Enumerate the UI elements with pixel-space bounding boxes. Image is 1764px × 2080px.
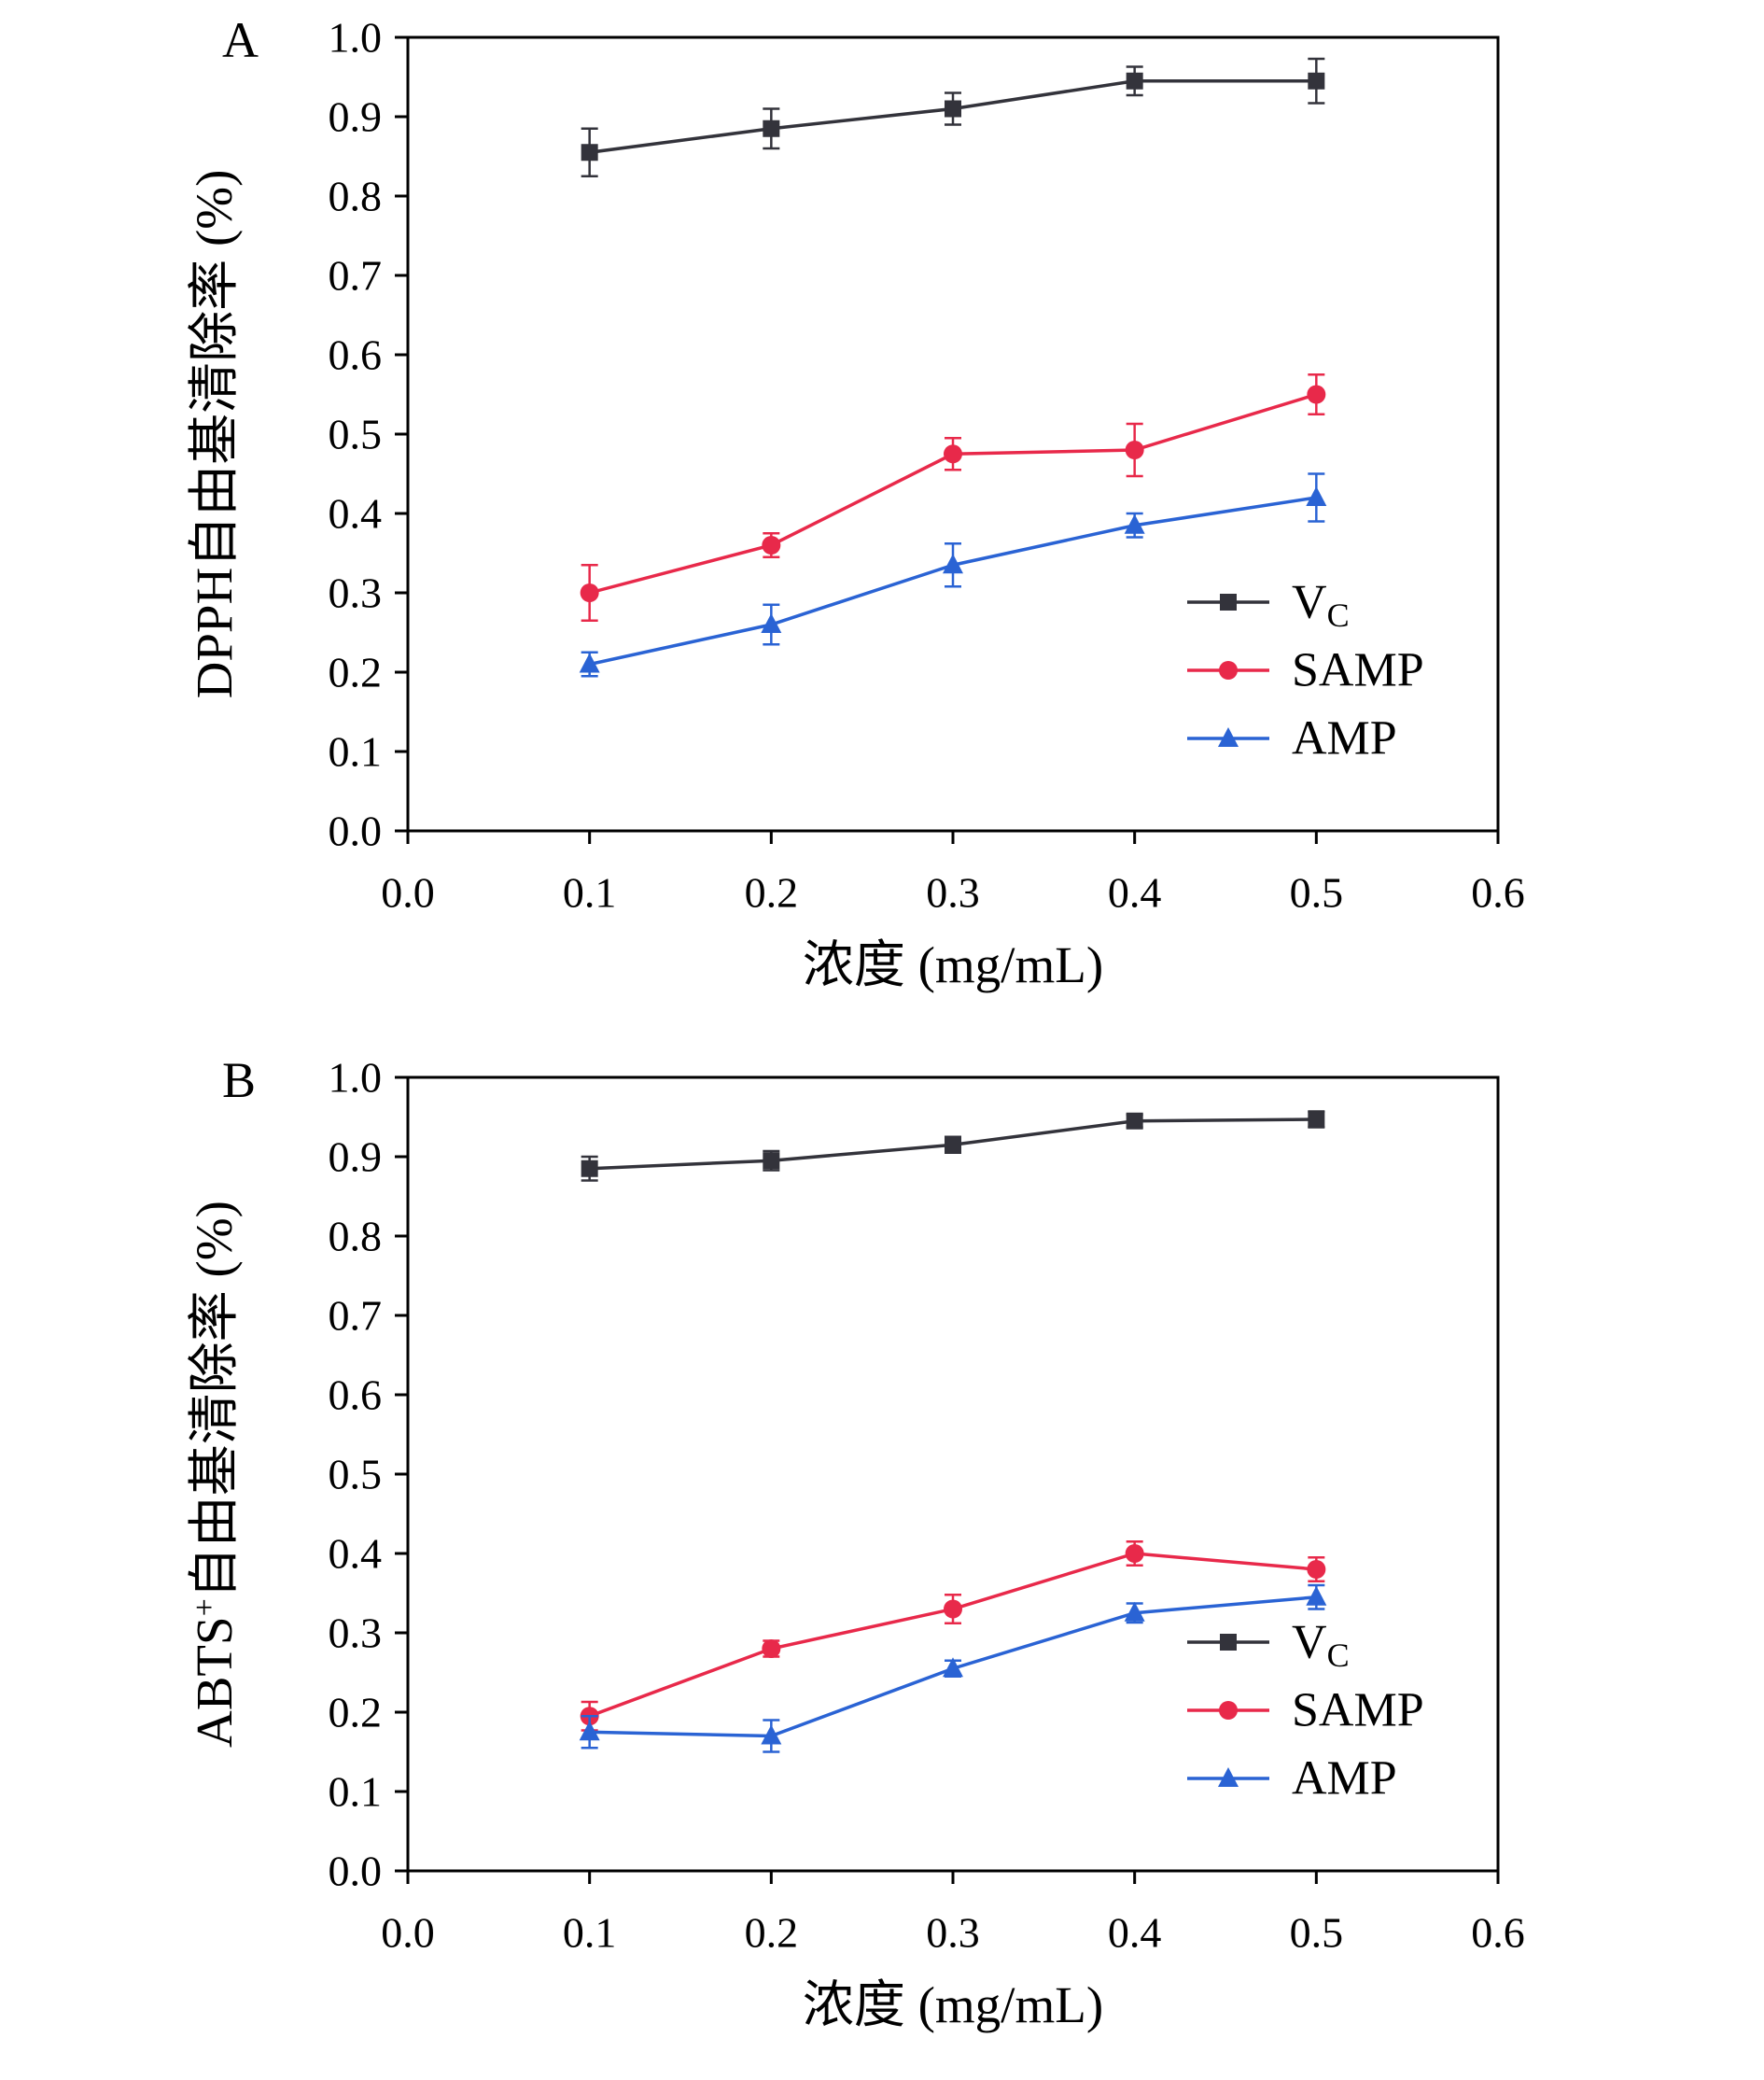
- y-tick-label: 0.0: [329, 808, 383, 855]
- marker-square: [1220, 594, 1237, 611]
- marker-triangle: [1306, 486, 1327, 506]
- x-axis-title: 浓度 (mg/mL): [803, 936, 1103, 993]
- y-tick-label: 0.9: [329, 1133, 383, 1181]
- y-tick-label: 0.1: [329, 1768, 383, 1816]
- marker-triangle: [1124, 1601, 1145, 1622]
- panel-b-chart: 0.0 0.1 0.2 0.3 0.4 0.5 0.6 0.7 0.8 0.9 1.0 0.0 0.1 0…: [186, 1054, 1525, 2034]
- marker-triangle: [943, 1657, 963, 1678]
- legend: VC SAMP AMP: [1187, 576, 1424, 766]
- x-tick-label: 0.2: [745, 869, 799, 917]
- marker-square: [1308, 72, 1325, 90]
- series-line: [589, 1552, 1317, 1718]
- x-tick-label: 0.1: [563, 1909, 617, 1957]
- marker-circle: [944, 444, 962, 464]
- legend-label-samp: SAMP: [1292, 644, 1424, 697]
- marker-circle: [944, 1599, 962, 1619]
- marker-square: [1220, 1634, 1237, 1651]
- series-samp: [580, 373, 1326, 622]
- y-tick-label: 0.2: [329, 649, 383, 696]
- x-tick-label: 0.4: [1108, 869, 1162, 917]
- panel-a-letter: A: [222, 12, 259, 68]
- marker-circle: [1219, 1701, 1238, 1720]
- marker-square: [1126, 72, 1143, 90]
- panel-b-letter: B: [222, 1052, 257, 1108]
- y-tick-label: 0.6: [329, 1371, 383, 1419]
- y-tick-label: 0.4: [329, 1530, 383, 1578]
- y-tick-label: 0.8: [329, 1213, 383, 1260]
- marker-triangle: [1218, 1767, 1239, 1787]
- marker-circle: [1125, 1544, 1144, 1563]
- marker-circle: [762, 1639, 781, 1658]
- axes: 0.0 0.1 0.2 0.3 0.4 0.5 0.6 0.7 0.8 0.9 1.0 0.0 0.1 0…: [186, 1054, 1525, 2034]
- legend-label-amp: AMP: [1292, 712, 1397, 766]
- series-amp: [579, 472, 1327, 678]
- x-tick-label: 0.0: [381, 1909, 435, 1957]
- marker-triangle: [761, 1724, 782, 1745]
- legend-label-vc: VC: [1292, 1616, 1350, 1675]
- x-tick-label: 0.3: [926, 1909, 980, 1957]
- axes: 0.0 0.1 0.2 0.3 0.4 0.5 0.6 0.7 0.8 0.9 1.0 0.0 0.1 0…: [186, 14, 1525, 994]
- marker-square: [581, 144, 598, 162]
- marker-square: [945, 1136, 961, 1154]
- series-vc: [581, 57, 1325, 177]
- legend-label-amp: AMP: [1292, 1752, 1397, 1806]
- y-tick-label: 0.1: [329, 728, 383, 776]
- x-tick-label: 0.1: [563, 869, 617, 917]
- panel-a-chart: 0.0 0.1 0.2 0.3 0.4 0.5 0.6 0.7 0.8 0.9 1.0 0.0 0.1 0…: [186, 14, 1525, 994]
- y-tick-label: 0.5: [329, 1451, 383, 1498]
- y-tick-label: 0.9: [329, 93, 383, 141]
- marker-triangle: [943, 554, 963, 574]
- legend-label-vc: VC: [1292, 576, 1350, 635]
- x-tick-label: 0.4: [1108, 1909, 1162, 1957]
- x-tick-label: 0.6: [1471, 1909, 1525, 1957]
- x-tick-label: 0.2: [745, 1909, 799, 1957]
- marker-triangle: [1218, 727, 1239, 747]
- y-tick-label: 0.6: [329, 331, 383, 379]
- marker-square: [763, 1152, 780, 1170]
- marker-square: [945, 100, 961, 118]
- y-tick-label: 0.8: [329, 173, 383, 220]
- x-tick-label: 0.5: [1290, 1909, 1344, 1957]
- x-tick-label: 0.0: [381, 869, 435, 917]
- series-vc: [581, 1110, 1325, 1182]
- marker-circle: [1307, 1560, 1326, 1579]
- y-tick-label: 1.0: [329, 14, 383, 62]
- marker-triangle: [579, 1721, 600, 1741]
- marker-circle: [1307, 385, 1326, 404]
- y-tick-label: 0.3: [329, 1609, 383, 1657]
- y-tick-label: 0.2: [329, 1689, 383, 1736]
- y-tick-label: 0.5: [329, 411, 383, 458]
- marker-circle: [1219, 661, 1238, 680]
- x-tick-label: 0.5: [1290, 869, 1344, 917]
- marker-circle: [1125, 441, 1144, 459]
- legend-label-samp: SAMP: [1292, 1684, 1424, 1737]
- y-axis-title: ABTS+自由基清除率 (%): [186, 1201, 243, 1748]
- panel-a: A 0.0 0.1 0.2 0.3 0.4 0.5 0.6 0.7 0.8 0.9 1.0 0.0 0.…: [186, 12, 1525, 994]
- y-tick-label: 1.0: [329, 1054, 383, 1102]
- marker-triangle: [1306, 1585, 1327, 1606]
- series-samp: [580, 1540, 1326, 1732]
- marker-triangle: [761, 613, 782, 633]
- legend: VC SAMP AMP: [1187, 1616, 1424, 1806]
- marker-square: [581, 1159, 598, 1177]
- marker-square: [1126, 1112, 1143, 1130]
- marker-triangle: [1124, 513, 1145, 534]
- y-tick-label: 0.7: [329, 1292, 383, 1340]
- x-tick-label: 0.3: [926, 869, 980, 917]
- marker-circle: [580, 583, 599, 602]
- marker-circle: [762, 536, 781, 555]
- marker-square: [763, 119, 780, 137]
- marker-square: [1308, 1111, 1325, 1129]
- y-tick-label: 0.7: [329, 252, 383, 300]
- y-tick-label: 0.3: [329, 569, 383, 617]
- y-tick-label: 0.4: [329, 490, 383, 538]
- marker-triangle: [579, 653, 600, 673]
- y-tick-label: 0.0: [329, 1848, 383, 1895]
- x-tick-label: 0.6: [1471, 869, 1525, 917]
- series-amp: [579, 1583, 1327, 1753]
- panel-b: B 0.0 0.1 0.2 0.3 0.4 0.5 0.6 0.7 0.8 0.9 1.0 0.0 0.…: [0, 1040, 1764, 2080]
- y-axis-title: DPPH自由基清除率 (%): [186, 170, 243, 699]
- x-axis-title: 浓度 (mg/mL): [803, 1976, 1103, 2033]
